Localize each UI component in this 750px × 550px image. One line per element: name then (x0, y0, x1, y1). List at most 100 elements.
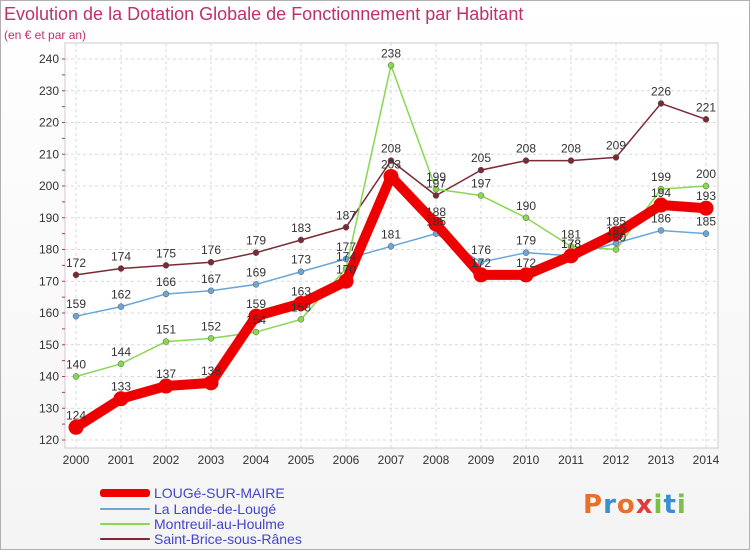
data-point (72, 312, 80, 320)
logo-letter: i (676, 490, 687, 520)
data-label: 133 (111, 380, 131, 394)
data-point (297, 316, 305, 323)
data-label: 174 (111, 250, 131, 264)
data-point (72, 373, 80, 380)
data-point (567, 157, 575, 164)
data-point (653, 197, 669, 213)
data-label: 182 (606, 224, 626, 238)
data-label: 172 (516, 256, 536, 270)
data-point (612, 246, 620, 253)
data-point (68, 419, 84, 435)
data-label: 151 (156, 323, 176, 337)
data-label: 199 (651, 170, 671, 184)
data-label: 208 (561, 142, 581, 156)
data-point (657, 227, 665, 234)
data-label: 175 (156, 246, 176, 260)
data-label: 193 (696, 189, 716, 203)
data-label: 176 (201, 243, 221, 257)
data-label: 137 (156, 367, 176, 381)
y-tick-label: 200 (39, 179, 59, 193)
data-label: 177 (336, 240, 356, 254)
data-point (342, 224, 350, 231)
chart-subtitle: (en € et par an) (4, 28, 87, 42)
data-label: 169 (246, 265, 266, 279)
y-tick-label: 170 (39, 274, 59, 288)
data-label: 197 (426, 177, 446, 191)
logo-letter: x (635, 490, 654, 520)
y-tick-label: 160 (39, 306, 59, 320)
data-label: 178 (561, 237, 581, 251)
data-label: 144 (111, 345, 131, 359)
data-label: 208 (516, 142, 536, 156)
x-tick-label: 2008 (423, 453, 450, 467)
data-label: 159 (246, 297, 266, 311)
y-tick-label: 120 (39, 433, 59, 447)
data-label: 172 (66, 256, 86, 270)
data-label: 188 (426, 205, 446, 219)
data-point (117, 360, 125, 368)
y-tick-label: 180 (39, 243, 59, 257)
data-label: 185 (696, 215, 716, 229)
data-point (702, 116, 710, 123)
data-point (293, 295, 309, 311)
data-point (473, 267, 489, 283)
data-label: 181 (561, 227, 581, 241)
data-point (207, 287, 215, 295)
x-tick-label: 2011 (558, 453, 584, 467)
data-point (252, 249, 260, 256)
legend-label: LOUGé-SUR-MAIRE (154, 484, 285, 501)
y-tick-label: 230 (39, 84, 59, 98)
chart-title: Evolution de la Dotation Globale de Fonc… (4, 4, 524, 24)
data-point (702, 230, 710, 237)
data-point (387, 62, 395, 69)
data-point (522, 249, 530, 256)
y-tick-label: 150 (39, 338, 59, 352)
data-label: 205 (471, 151, 491, 165)
data-point (522, 157, 530, 164)
data-label: 181 (381, 227, 401, 241)
data-point (72, 271, 80, 279)
x-tick-label: 2009 (468, 453, 495, 467)
data-point (563, 248, 579, 264)
data-point (432, 192, 440, 199)
data-label: 221 (696, 100, 716, 114)
data-point (477, 166, 485, 174)
data-point (113, 391, 129, 407)
data-point (522, 214, 530, 221)
y-tick-label: 220 (39, 116, 59, 130)
data-label: 187 (336, 208, 356, 222)
legend-swatch (100, 537, 150, 540)
data-label: 167 (201, 272, 221, 286)
x-tick-label: 2000 (63, 453, 90, 467)
x-tick-label: 2010 (513, 453, 540, 467)
data-point (657, 100, 665, 107)
data-label: 158 (291, 300, 311, 314)
y-tick-label: 190 (39, 211, 59, 225)
x-tick-label: 2007 (378, 453, 405, 467)
legend-label: Saint-Brice-sous-Rânes (154, 530, 302, 547)
y-tick-label: 240 (39, 52, 59, 66)
legend-swatch (100, 507, 150, 510)
x-tick-label: 2003 (198, 453, 225, 467)
legend-swatch (100, 522, 150, 525)
legend-item-lougé-sur-maire: LOUGé-SUR-MAIRE (100, 484, 285, 501)
data-label: 203 (381, 157, 401, 171)
data-point (162, 290, 170, 298)
data-label: 238 (381, 46, 401, 60)
data-label: 179 (516, 234, 536, 248)
data-point (432, 185, 440, 193)
data-point (117, 265, 125, 272)
data-point (477, 258, 485, 266)
data-point (338, 273, 354, 289)
y-tick-label: 140 (39, 370, 59, 384)
data-label: 152 (201, 319, 221, 333)
data-label: 183 (291, 221, 311, 235)
data-point (207, 335, 215, 342)
data-point (383, 168, 399, 184)
data-label: 138 (201, 364, 221, 378)
data-point (657, 185, 665, 193)
data-label: 226 (651, 84, 671, 98)
data-point (162, 338, 170, 345)
x-tick-label: 2012 (603, 453, 630, 467)
